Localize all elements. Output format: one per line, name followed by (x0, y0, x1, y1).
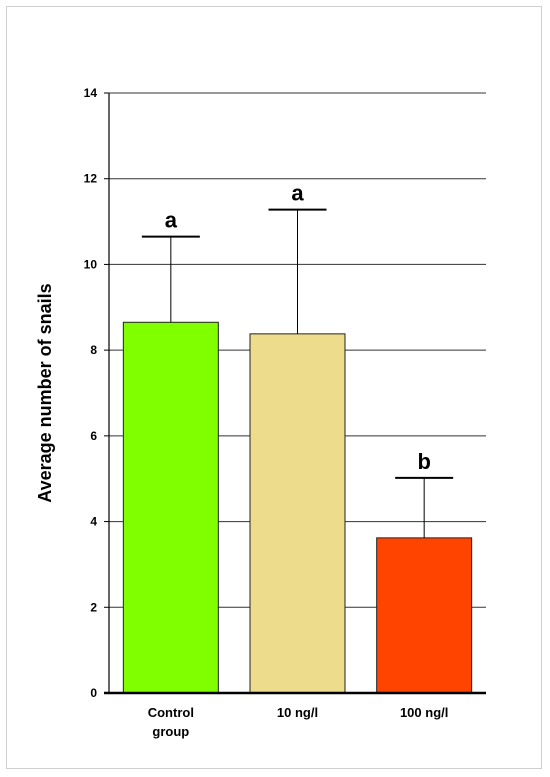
bars (122, 321, 473, 694)
category-label-line: Control (148, 705, 194, 720)
significance-label: a (165, 208, 178, 233)
labels: 0 2 4 6 8 10 12 14 Average number of snails a Cont… (35, 86, 448, 739)
category-label: 10 ng/l (277, 705, 318, 720)
y-axis-title: Average number of snails (35, 283, 55, 502)
y-tick-label: 4 (90, 515, 97, 529)
bar (249, 333, 346, 694)
error-bars (141, 208, 454, 538)
category-label-line: group (152, 724, 189, 739)
y-tick-label: 12 (84, 172, 98, 186)
y-tick-label: 2 (90, 600, 97, 614)
y-tick-label: 8 (90, 343, 97, 357)
y-tick-label: 10 (84, 257, 98, 271)
bar (122, 321, 219, 694)
y-tick-label: 6 (90, 429, 97, 443)
category-label: 100 ng/l (400, 705, 448, 720)
category-label-line: 10 ng/l (277, 705, 318, 720)
significance-label: a (291, 181, 304, 206)
significance-label: b (417, 449, 430, 474)
bar (376, 537, 473, 694)
axes (104, 92, 486, 695)
y-tick-label: 0 (90, 686, 97, 700)
y-tick-label: 14 (84, 86, 98, 100)
category-label-line: 100 ng/l (400, 705, 448, 720)
category-label: Control group (148, 705, 194, 739)
